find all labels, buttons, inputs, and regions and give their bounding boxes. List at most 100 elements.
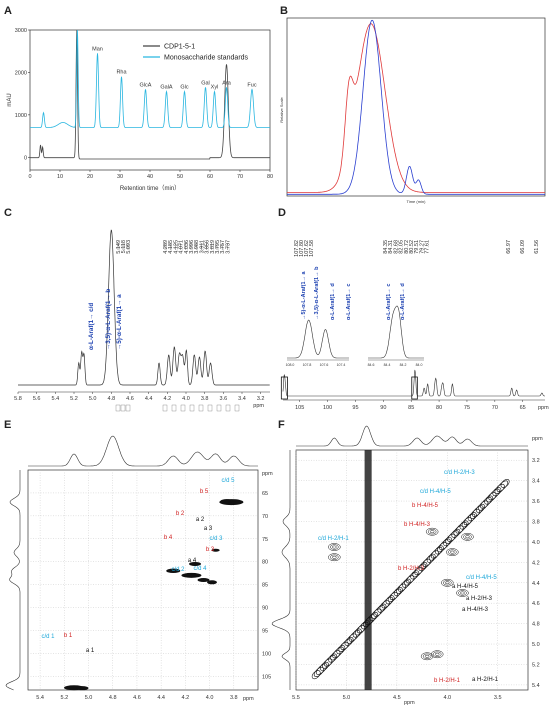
panel-b-series-red (287, 23, 545, 193)
panel-c-xticks: 5.8 5.6 5.4 5.2 5.0 4.8 4.6 4.4 4.2 4.0 3.8 3.6 3.4 3… (14, 392, 264, 409)
panel-e-peak-label: c/d 2 (171, 567, 185, 573)
panel-c-xtick-label: 4.0 (182, 396, 190, 402)
panel-f-diagonal-contour (453, 525, 464, 536)
panel-b-ylabel: Relative Scale (279, 96, 284, 122)
panel-f-diagonal (311, 450, 510, 690)
panel-f-diagonal-contour (410, 570, 420, 580)
panel-f-crosspeak (430, 650, 444, 659)
panel-e-peak-label: b 1 (64, 633, 73, 639)
panel-f-ticks: 5.5 5.0 4.5 4.0 3.5 3.2 3.4 3.6 3.8 4.0 4.2 4.4 4.6 4… (292, 458, 539, 701)
panel-f-top-projection (296, 425, 528, 447)
panel-f-crosspeak (445, 581, 450, 585)
panel-c-peak-value: 3.988 (194, 240, 200, 254)
panel-e-crosspeaks (64, 499, 244, 691)
panel-c-integral-box (234, 404, 240, 412)
panel-a-xtick-label: 20 (87, 174, 93, 180)
panel-d-peak-list: 107.82 107.80 107.62 107.58 84.35 84.31 82.68 8… (294, 240, 540, 257)
panel-e-peak-label: a 4 (188, 558, 197, 564)
panel-e-grid (28, 470, 258, 690)
panel-e-peak-label: b 4 (164, 535, 173, 541)
panel-c-annotations: α-L-Araf(1→ c/d →3,5)-α-L-Araf(1→ b →5)-α-… (88, 289, 123, 350)
panel-a-xtick-label: 0 (28, 174, 31, 180)
panel-d-annotation: α-L-Araf(1→ c (386, 284, 392, 320)
panel-c-xtick-label: 4.4 (145, 396, 153, 402)
panel-a-xtick-label: 70 (237, 174, 243, 180)
panel-e-xtick-label: 5.0 (85, 695, 93, 701)
panel-f-diagonal-contour (340, 638, 352, 650)
panel-e-ytick-label: 70 (262, 514, 268, 520)
panel-a-ytick-label: 2000 (15, 70, 27, 76)
panel-f-diagonal-contour (344, 636, 354, 646)
panel-f-crosspeak (463, 534, 472, 540)
panel-f-diagonal-contour (324, 655, 336, 667)
panel-e-peak-label: b 3 (206, 547, 215, 553)
panel-c-spectrum (18, 229, 270, 386)
panel-f-ytick-label: 4.4 (532, 581, 540, 587)
panel-f-ytick-label: 3.6 (532, 499, 540, 505)
panel-f-diagonal-contour (398, 580, 410, 592)
panel-a-xtick-label: 50 (177, 174, 183, 180)
panel-f-diagonal-contour (451, 528, 461, 538)
panel-f-crosspeak (446, 548, 459, 556)
panel-c-peak-value: 4.289 (163, 240, 169, 254)
panel-a-peak-label: Xyl (211, 85, 219, 91)
panel-c-peak-value: 5.118 (121, 240, 127, 253)
panel-f-crosspeak (450, 550, 455, 554)
panel-f-cosy: 5.5 5.0 4.5 4.0 3.5 3.2 3.4 3.6 3.8 4.0 4.2 4.4 4.6 4… (271, 425, 543, 706)
panel-f-diagonal-contour (472, 505, 484, 517)
panel-f-diagonal-contour (439, 538, 451, 551)
panel-f-crosspeak (328, 553, 341, 562)
panel-d-inset-tick: 107.4 (337, 363, 346, 367)
panel-e-xtick-label: 3.8 (230, 695, 238, 701)
panel-d-inset-tick: 84.4 (384, 363, 391, 367)
panel-e-peak-label: a 3 (204, 526, 213, 532)
panel-f-peak-label: b H-2/H-1 (434, 678, 461, 684)
panel-f-diagonal-contour (418, 562, 428, 571)
panel-d-xtick-label: 70 (492, 405, 498, 411)
panel-d-peak-value: 79.27 (419, 240, 425, 254)
panel-f-labels: c/d H-2/H-3 c/d H-4/H-5 b H-4/H-5 b H-4/H-3… (318, 470, 499, 684)
panel-e-xtick-label: 4.8 (109, 695, 117, 701)
panel-e-xtick-label: 5.2 (60, 695, 68, 701)
panel-f-diagonal-contour (311, 670, 321, 680)
panel-d-peak-value: 80.52 (409, 240, 415, 254)
panel-f-peak-label: b H-2/H-3 (398, 566, 425, 572)
panel-e-crosspeak (207, 580, 217, 585)
panel-e-crosspeak (211, 548, 220, 552)
panel-f-diagonal-contour (319, 661, 329, 671)
panel-f-crosspeak (328, 543, 341, 551)
panel-a-series-standards (30, 29, 270, 128)
panel-c-xtick-label: 3.8 (201, 396, 209, 402)
panel-a-ytick-label: 1000 (15, 113, 27, 119)
panel-f-diagonal-contour (428, 550, 439, 561)
panel-e-ytick-label: 80 (262, 560, 268, 566)
panel-e-peak-label: b 5 (200, 489, 209, 495)
panel-f-xtick-label: 4.5 (393, 695, 401, 701)
panel-e-hsqc: 5.4 5.2 5.0 4.8 4.6 4.4 4.2 4.0 3.8 65 70 75 80 85 90 9… (5, 435, 273, 702)
panel-a-ylabel: mAU (7, 93, 13, 106)
panel-c-xtick-label: 3.4 (238, 396, 246, 402)
panel-letter-c: C (4, 207, 12, 219)
panel-f-diagonal-contour (500, 478, 510, 488)
panel-f-peak-label: c/d H-4/H-5 (420, 489, 451, 495)
panel-f-diagonal-contour (414, 563, 426, 576)
panel-d-xticks: 105 100 95 90 85 80 75 70 65 (280, 376, 526, 411)
panel-f-diagonal-contour (467, 512, 477, 522)
panel-f-ytick-label: 4.2 (532, 560, 540, 566)
panel-b-frame (286, 17, 546, 197)
panel-f-diagonal-contour (492, 487, 502, 497)
panel-f-diagonal-contour (469, 508, 481, 519)
panel-c-1h-nmr: 5.149 5.118 5.093 4.289 4.185 4.125 4.071 4.036… (14, 229, 270, 412)
panel-c-xlabel: ppm (253, 403, 264, 409)
panel-e-xtick-label: 4.0 (206, 695, 214, 701)
panel-e-peak-label: c/d 3 (209, 536, 223, 542)
panel-e-peak-label: a 5 (228, 500, 237, 506)
panel-f-crosspeak (465, 535, 470, 539)
panel-f-diagonal-contour (420, 558, 431, 569)
panel-c-integral-box (198, 404, 204, 412)
panel-d-inset-tick: 107.8 (303, 363, 312, 367)
panel-e-peak-label: c/d 1 (41, 634, 55, 640)
panel-f-ytick-label: 5.4 (532, 683, 540, 689)
panel-c-integral-box (115, 404, 121, 412)
panel-a-xtick-label: 60 (207, 174, 213, 180)
